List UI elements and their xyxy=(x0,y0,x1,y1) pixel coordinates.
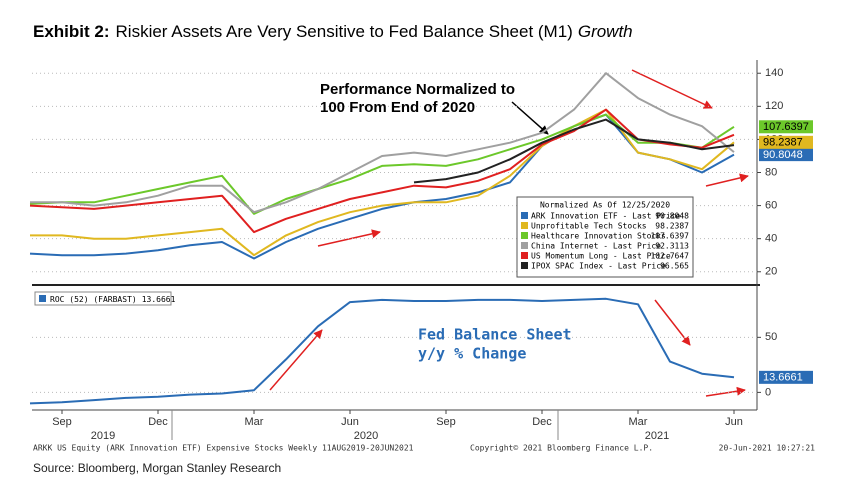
annotation-arrow xyxy=(511,101,549,135)
legend-swatch xyxy=(521,242,528,249)
legend-label: IPOX SPAC Index - Last Price xyxy=(531,262,666,271)
legend-box xyxy=(34,291,172,306)
footer-right: 20-Jun-2021 10:27:21 xyxy=(719,444,816,453)
value-tag xyxy=(759,135,813,149)
y-tick-label: 140 xyxy=(765,67,783,79)
legend-label: ARK Innovation ETF - Last Price xyxy=(531,212,680,221)
annotation: Performance Normalized to xyxy=(320,81,515,98)
x-group-label: 2021 xyxy=(645,430,669,442)
value-tag-label: 13.6661 xyxy=(763,372,803,384)
legend-value: 107.6397 xyxy=(650,232,689,241)
x-group-label: 2020 xyxy=(354,430,378,442)
source: Source: Bloomberg, Morgan Stanley Resear… xyxy=(33,461,281,475)
series-line xyxy=(29,113,735,215)
legend-label: Healthcare Innovation Stocks xyxy=(531,232,666,241)
legend-label: China Internet - Last Price xyxy=(531,242,661,251)
footer-center: Copyright© 2021 Bloomberg Finance L.P. xyxy=(470,444,653,453)
y-tick-label: 20 xyxy=(765,266,777,278)
title-label: Exhibit 2: xyxy=(33,22,110,41)
legend-swatch xyxy=(521,252,528,259)
legend-label: ROC (52) (FARBAST) 13.6661 xyxy=(50,295,176,304)
series-line xyxy=(413,118,735,184)
legend-label: US Momentum Long - Last Price xyxy=(531,252,671,261)
value-tag xyxy=(759,148,813,162)
x-tick-label: Jun xyxy=(725,416,743,428)
y-tick-label: 50 xyxy=(765,331,777,343)
value-tag-label: 90.8048 xyxy=(763,149,803,161)
x-tick-label: Mar xyxy=(629,416,648,428)
value-tag-label: 107.6397 xyxy=(763,121,809,133)
x-tick-label: Jun xyxy=(341,416,359,428)
legend-box xyxy=(516,196,694,278)
annotation: y/y % Change xyxy=(418,345,526,363)
title-emphasis: Growth xyxy=(578,22,633,41)
chart-title: Exhibit 2: Riskier Assets Are Very Sensit… xyxy=(33,22,633,41)
y-tick-label: 0 xyxy=(765,386,771,398)
x-tick-label: Sep xyxy=(436,416,456,428)
legend-value: 98.2387 xyxy=(655,222,689,231)
y-tick-label: 40 xyxy=(765,233,777,245)
x-tick-label: Dec xyxy=(148,416,168,428)
legend-label: Unprofitable Tech Stocks xyxy=(531,222,647,231)
legend-title: Normalized As Of 12/25/2020 xyxy=(540,201,670,210)
series-line xyxy=(29,297,735,405)
legend-value: 13.6661 xyxy=(142,295,176,304)
title-text: Riskier Assets Are Very Sensitive to Fed… xyxy=(116,22,573,41)
value-tag xyxy=(759,370,813,384)
legend-value: 96.565 xyxy=(660,262,689,271)
y-tick-label: 60 xyxy=(765,199,777,211)
legend-swatch xyxy=(521,222,528,229)
legend-swatch xyxy=(39,295,46,302)
x-tick-label: Mar xyxy=(245,416,264,428)
x-group-label: 2019 xyxy=(91,430,115,442)
value-tag xyxy=(759,120,813,134)
legend-swatch xyxy=(521,232,528,239)
legend-swatch xyxy=(521,262,528,269)
series-line xyxy=(29,108,735,234)
footer-left: ARKK US Equity (ARK Innovation ETF) Expe… xyxy=(33,444,414,453)
legend-value: 90.8048 xyxy=(655,212,689,221)
y-tick-label: 80 xyxy=(765,166,777,178)
x-tick-label: Dec xyxy=(532,416,552,428)
legend-value: 102.7647 xyxy=(650,252,689,261)
y-tick-label: 120 xyxy=(765,100,783,112)
value-tag-label: 98.2387 xyxy=(763,137,803,149)
series-line xyxy=(30,72,735,214)
legend-name: ROC (52) (FARBAST) xyxy=(50,295,137,304)
annotation: Fed Balance Sheet xyxy=(418,326,572,344)
x-tick-label: Sep xyxy=(52,416,72,428)
legend-value: 92.3113 xyxy=(655,242,689,251)
annotation: 100 From End of 2020 xyxy=(320,99,475,116)
legend-swatch xyxy=(521,212,528,219)
